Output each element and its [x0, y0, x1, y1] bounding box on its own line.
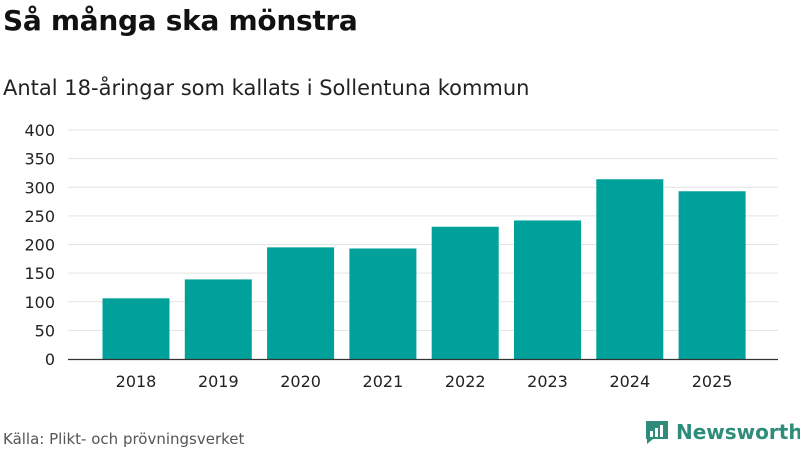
source-note: Källa: Plikt- och prövningsverket [3, 430, 245, 448]
y-tick-label: 100 [24, 293, 55, 312]
x-tick-label: 2025 [692, 372, 733, 391]
bar-2021 [349, 248, 417, 359]
bar-2022 [431, 226, 499, 359]
bar-2019 [184, 279, 252, 359]
bar-2018 [102, 298, 170, 359]
chart-subtitle: Antal 18-åringar som kallats i Sollentun… [3, 76, 530, 100]
y-tick-label: 200 [24, 236, 55, 255]
y-tick-label: 0 [45, 350, 55, 369]
bars [102, 179, 746, 359]
x-tick-label: 2019 [198, 372, 239, 391]
x-tick-label: 2022 [445, 372, 486, 391]
bar-2024 [596, 179, 664, 359]
brand-logo: Newsworthy [644, 419, 800, 445]
x-axis-ticks: 2018 2019 2020 2021 2022 2023 2024 2025 [116, 372, 733, 391]
x-tick-label: 2023 [527, 372, 568, 391]
y-tick-label: 300 [24, 178, 55, 197]
chart-title: Så många ska mönstra [3, 4, 358, 37]
y-tick-label: 150 [24, 264, 55, 283]
y-tick-label: 50 [35, 321, 55, 340]
y-axis-ticks: 0 50 100 150 200 250 300 350 400 [24, 121, 55, 369]
y-tick-label: 350 [24, 150, 55, 169]
y-tick-label: 400 [24, 121, 55, 140]
bar-2025 [678, 191, 746, 359]
bar-2020 [267, 247, 335, 359]
x-tick-label: 2020 [280, 372, 321, 391]
gridlines [68, 129, 778, 331]
y-tick-label: 250 [24, 207, 55, 226]
newsworthy-logo-icon [646, 421, 668, 444]
x-tick-label: 2024 [609, 372, 650, 391]
x-tick-label: 2021 [363, 372, 404, 391]
brand-name: Newsworthy [676, 420, 800, 444]
bar-2023 [514, 220, 581, 359]
x-tick-label: 2018 [116, 372, 157, 391]
